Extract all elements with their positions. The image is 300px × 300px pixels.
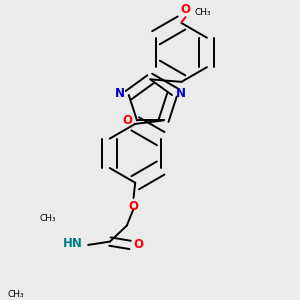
Text: HN: HN bbox=[63, 237, 83, 250]
Text: O: O bbox=[134, 238, 143, 251]
Text: O: O bbox=[181, 3, 190, 16]
Text: O: O bbox=[128, 200, 139, 212]
Text: CH₃: CH₃ bbox=[40, 214, 56, 224]
Text: CH₃: CH₃ bbox=[194, 8, 211, 16]
Text: O: O bbox=[123, 114, 133, 127]
Text: CH₃: CH₃ bbox=[7, 290, 24, 299]
Text: N: N bbox=[176, 87, 186, 100]
Text: N: N bbox=[115, 87, 124, 100]
